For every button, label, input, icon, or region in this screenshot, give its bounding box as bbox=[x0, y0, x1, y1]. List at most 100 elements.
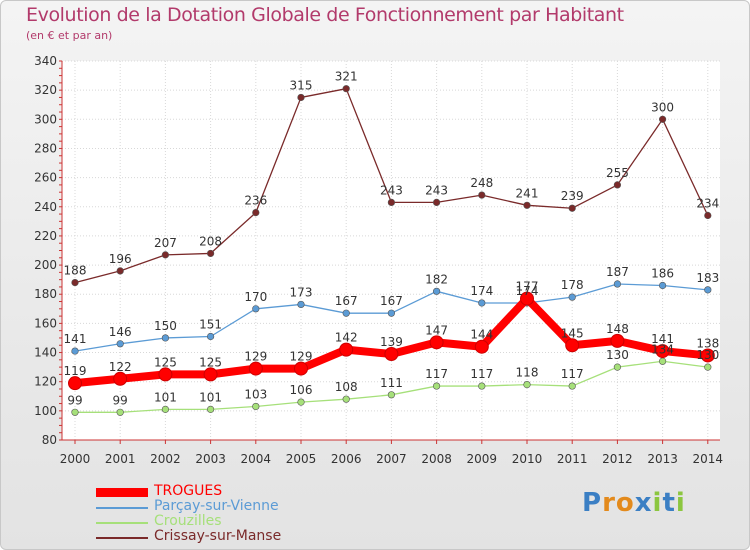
data-label-parcay-sur-vienne: 186 bbox=[651, 266, 674, 280]
data-point-trogues bbox=[655, 344, 670, 359]
data-label-parcay-sur-vienne: 174 bbox=[470, 284, 493, 298]
data-point-crouzilles bbox=[297, 398, 305, 406]
data-point-crouzilles bbox=[161, 405, 169, 413]
x-tick-label: 2014 bbox=[693, 452, 724, 466]
data-point-crissay-sur-manse bbox=[252, 209, 260, 217]
y-tick-label: 80 bbox=[42, 433, 57, 447]
data-label-parcay-sur-vienne: 178 bbox=[561, 278, 584, 292]
x-tick-label: 2001 bbox=[105, 452, 136, 466]
data-label-trogues: 139 bbox=[380, 335, 403, 349]
x-tick-label: 2004 bbox=[241, 452, 272, 466]
data-point-trogues bbox=[474, 339, 489, 354]
chart-subtitle: (en € et par an) bbox=[26, 29, 113, 42]
data-labels: 188 196 207 208 236 315 321 243 243 248 241 239 255 3… bbox=[64, 70, 720, 408]
data-label-parcay-sur-vienne: 173 bbox=[290, 285, 313, 299]
data-point-parcay-sur-vienne bbox=[342, 309, 350, 317]
data-point-crissay-sur-manse bbox=[568, 204, 576, 212]
y-tick-label: 200 bbox=[34, 258, 57, 272]
data-point-trogues bbox=[384, 346, 399, 361]
data-point-crouzilles bbox=[433, 382, 441, 390]
data-point-trogues bbox=[700, 348, 715, 363]
y-tick-label: 100 bbox=[34, 404, 57, 418]
data-label-trogues: 144 bbox=[470, 328, 493, 342]
data-point-trogues bbox=[520, 291, 534, 306]
x-tick-label: 2011 bbox=[557, 452, 588, 466]
data-point-trogues bbox=[248, 361, 263, 376]
y-tick-label: 220 bbox=[34, 229, 57, 243]
data-point-parcay-sur-vienne bbox=[207, 332, 215, 341]
legend-swatch bbox=[96, 522, 148, 524]
y-tick-label: 180 bbox=[34, 287, 57, 301]
data-point-trogues bbox=[294, 361, 308, 376]
chart-title: Evolution de la Dotation Globale de Fonc… bbox=[26, 4, 624, 26]
logo-letter: o bbox=[615, 488, 635, 518]
data-label-trogues: 147 bbox=[425, 323, 448, 337]
plot-area: 80 100 120 140 160 180 200 220 240 260 280 300 320 34… bbox=[34, 54, 724, 466]
data-point-crouzilles bbox=[71, 408, 79, 416]
data-label-parcay-sur-vienne: 183 bbox=[696, 271, 719, 285]
legend-label: Parçay-sur-Vienne bbox=[154, 498, 279, 514]
data-label-trogues: 138 bbox=[696, 336, 719, 350]
data-label-crouzilles: 130 bbox=[606, 348, 629, 362]
data-label-trogues: 129 bbox=[244, 350, 267, 364]
data-label-crissay-sur-manse: 300 bbox=[651, 100, 674, 114]
data-label-crissay-sur-manse: 188 bbox=[64, 264, 87, 278]
y-tick-label: 240 bbox=[34, 200, 57, 214]
y-tick-label: 140 bbox=[34, 346, 57, 360]
data-label-trogues: 119 bbox=[64, 364, 87, 378]
data-label-crouzilles: 117 bbox=[470, 367, 493, 381]
data-label-crouzilles: 99 bbox=[113, 393, 128, 407]
data-label-crouzilles: 108 bbox=[335, 380, 358, 394]
logo-letter: i bbox=[652, 488, 663, 518]
data-point-crouzilles bbox=[523, 381, 531, 389]
data-label-crissay-sur-manse: 243 bbox=[425, 183, 448, 197]
data-label-trogues: 141 bbox=[651, 332, 674, 346]
data-label-trogues: 145 bbox=[561, 326, 584, 340]
data-point-crissay-sur-manse bbox=[658, 115, 667, 123]
data-label-trogues: 125 bbox=[199, 355, 222, 369]
x-tick-label: 2003 bbox=[195, 452, 226, 466]
data-label-crouzilles: 111 bbox=[380, 376, 403, 390]
data-point-trogues bbox=[158, 367, 173, 382]
data-point-crissay-sur-manse bbox=[207, 249, 215, 258]
proxiti-logo: Proxiti bbox=[582, 488, 686, 518]
data-point-crissay-sur-manse bbox=[342, 85, 350, 93]
data-point-parcay-sur-vienne bbox=[568, 293, 576, 301]
data-point-parcay-sur-vienne bbox=[613, 280, 622, 288]
data-point-crouzilles bbox=[387, 391, 396, 399]
legend-swatch bbox=[96, 488, 148, 497]
data-label-parcay-sur-vienne: 167 bbox=[380, 294, 403, 308]
data-label-parcay-sur-vienne: 150 bbox=[154, 319, 177, 333]
y-tick-label: 160 bbox=[34, 316, 57, 330]
logo-letter: r bbox=[602, 488, 616, 518]
data-label-crissay-sur-manse: 196 bbox=[109, 252, 132, 266]
data-label-crouzilles: 117 bbox=[561, 367, 584, 381]
data-label-trogues: 122 bbox=[109, 360, 132, 374]
x-tick-label: 2012 bbox=[602, 452, 633, 466]
data-label-trogues: 142 bbox=[335, 331, 358, 345]
data-point-crissay-sur-manse bbox=[161, 251, 169, 259]
x-tick-label: 2006 bbox=[331, 452, 362, 466]
data-label-crissay-sur-manse: 208 bbox=[199, 234, 222, 248]
data-point-parcay-sur-vienne bbox=[116, 340, 124, 348]
data-label-crissay-sur-manse: 248 bbox=[470, 176, 493, 190]
data-point-crouzilles bbox=[478, 382, 486, 390]
data-label-parcay-sur-vienne: 182 bbox=[425, 272, 448, 286]
data-label-crissay-sur-manse: 241 bbox=[516, 186, 539, 200]
data-point-trogues bbox=[203, 367, 218, 382]
data-point-parcay-sur-vienne bbox=[252, 305, 260, 313]
data-point-crouzilles bbox=[658, 357, 667, 365]
legend-label: TROGUES bbox=[154, 483, 223, 499]
data-point-crissay-sur-manse bbox=[433, 198, 441, 206]
data-point-crouzilles bbox=[207, 405, 215, 413]
data-label-crouzilles: 134 bbox=[651, 342, 674, 356]
x-tick-label: 2007 bbox=[376, 452, 407, 466]
logo-letter: P bbox=[582, 488, 603, 518]
data-label-trogues: 129 bbox=[290, 350, 313, 364]
legend-swatch bbox=[96, 507, 148, 509]
x-tick-label: 2000 bbox=[60, 452, 91, 466]
x-tick-label: 2002 bbox=[150, 452, 181, 466]
data-point-crouzilles bbox=[116, 408, 124, 416]
data-point-parcay-sur-vienne bbox=[704, 286, 712, 294]
y-tick-label: 340 bbox=[34, 54, 57, 68]
